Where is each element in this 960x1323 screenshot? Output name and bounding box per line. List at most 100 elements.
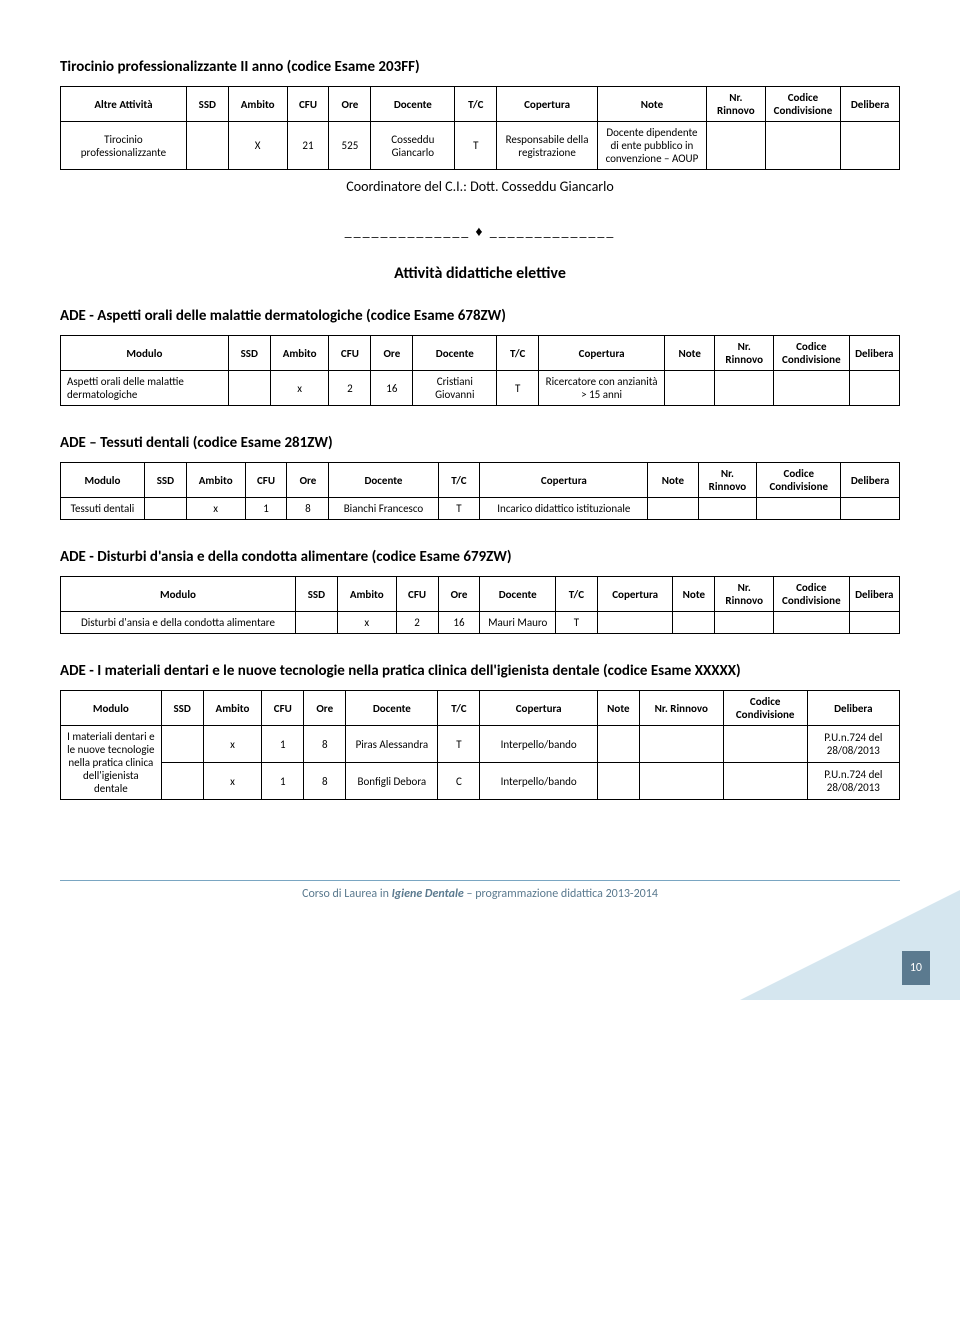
cell-docente: Bonfigli Debora <box>346 763 438 800</box>
cell-rinnovo <box>715 612 774 634</box>
cell-cfu: 21 <box>287 122 329 170</box>
th-modulo: Modulo <box>61 577 296 612</box>
cell-modulo: Tirocinio professionalizzante <box>61 122 187 170</box>
section5-title: ADE - I materiali dentari e le nuove tec… <box>60 662 900 680</box>
th-ssd: SSD <box>295 577 337 612</box>
th-cfu: CFU <box>287 87 329 122</box>
cell-ore: 8 <box>304 726 346 763</box>
cell-delibera <box>841 498 900 520</box>
cell-copertura <box>597 612 673 634</box>
th-delibera: Delibera <box>841 87 900 122</box>
cell-docente: Mauri Mauro <box>480 612 556 634</box>
cell-rinnovo <box>706 122 765 170</box>
footer-rule <box>60 880 900 881</box>
cell-condivisione <box>757 498 841 520</box>
cell-ore: 525 <box>329 122 371 170</box>
th-rinnovo: Nr. Rinnovo <box>715 336 774 371</box>
th-cfu: CFU <box>245 463 287 498</box>
coordinator-line: Coordinatore del C.I.: Dott. Cosseddu Gi… <box>60 178 900 195</box>
cell-copertura: Interpello/bando <box>480 763 597 800</box>
section2-title: ADE - Aspetti orali delle malattie derma… <box>60 307 900 325</box>
th-ssd: SSD <box>144 463 186 498</box>
th-copertura: Copertura <box>597 577 673 612</box>
cell-tc: T <box>438 498 480 520</box>
th-cfu: CFU <box>262 691 304 726</box>
th-ore: Ore <box>371 336 413 371</box>
cell-ambito: x <box>270 371 329 406</box>
th-delibera: Delibera <box>849 336 899 371</box>
th-rinnovo: Nr. Rinnovo <box>715 577 774 612</box>
th-docente: Docente <box>413 336 497 371</box>
cell-rinnovo <box>715 371 774 406</box>
th-ssd: SSD <box>161 691 203 726</box>
cell-docente: Bianchi Francesco <box>329 498 438 520</box>
cell-modulo: Tessuti dentali <box>61 498 145 520</box>
th-condivisione: Codice Condivisione <box>765 87 841 122</box>
cell-tc: T <box>497 371 539 406</box>
cell-cfu: 2 <box>396 612 438 634</box>
cell-note <box>597 763 639 800</box>
th-modulo: Modulo <box>61 463 145 498</box>
cell-cfu: 1 <box>245 498 287 520</box>
th-ssd: SSD <box>228 336 270 371</box>
cell-ore: 16 <box>371 371 413 406</box>
cell-cfu: 1 <box>262 726 304 763</box>
cell-condivisione <box>774 612 850 634</box>
cell-ssd <box>228 371 270 406</box>
section1-title: Tirocinio professionalizzante II anno (c… <box>60 58 900 76</box>
th-note: Note <box>597 87 706 122</box>
table-row: x 1 8 Bonfigli Debora C Interpello/bando… <box>61 763 900 800</box>
table-header-row: Modulo SSD Ambito CFU Ore Docente T/C Co… <box>61 463 900 498</box>
table-section3: Modulo SSD Ambito CFU Ore Docente T/C Co… <box>60 462 900 520</box>
cell-ssd <box>144 498 186 520</box>
cell-copertura: Interpello/bando <box>480 726 597 763</box>
cell-docente: Cosseddu Giancarlo <box>371 122 455 170</box>
cell-ssd <box>161 763 203 800</box>
table-row: I materiali dentari e le nuove tecnologi… <box>61 726 900 763</box>
th-docente: Docente <box>480 577 556 612</box>
cell-docente: Piras Alessandra <box>346 726 438 763</box>
table-header-row: Modulo SSD Ambito CFU Ore Docente T/C Co… <box>61 577 900 612</box>
cell-condivisione <box>774 371 850 406</box>
table-section1: Altre Attività SSD Ambito CFU Ore Docent… <box>60 86 900 170</box>
cell-cfu: 2 <box>329 371 371 406</box>
cell-note <box>597 726 639 763</box>
th-tc: T/C <box>455 87 497 122</box>
footer-course-prefix: Corso di Laurea in <box>302 887 392 901</box>
cell-condivisione <box>765 122 841 170</box>
cell-tc: C <box>438 763 480 800</box>
divider-ornament: ______________ ♦ ______________ <box>60 223 900 240</box>
table-header-row: Modulo SSD Ambito CFU Ore Docente T/C Co… <box>61 336 900 371</box>
th-altre-attivita: Altre Attività <box>61 87 187 122</box>
th-ssd: SSD <box>186 87 228 122</box>
table-section2: Modulo SSD Ambito CFU Ore Docente T/C Co… <box>60 335 900 406</box>
cell-ambito: X <box>228 122 287 170</box>
th-tc: T/C <box>438 463 480 498</box>
cell-docente: Cristiani Giovanni <box>413 371 497 406</box>
th-ambito: Ambito <box>203 691 262 726</box>
footer-course-suffix: – programmazione didattica 2013-2014 <box>464 887 658 901</box>
cell-copertura: Responsabile della registrazione <box>497 122 598 170</box>
th-note: Note <box>665 336 715 371</box>
cell-delibera <box>841 122 900 170</box>
th-ambito: Ambito <box>186 463 245 498</box>
th-condivisione: Codice Condivisione <box>774 577 850 612</box>
cell-copertura: Ricercatore con anzianità > 15 anni <box>539 371 665 406</box>
th-ore: Ore <box>287 463 329 498</box>
th-ore: Ore <box>304 691 346 726</box>
th-modulo: Modulo <box>61 691 162 726</box>
cell-modulo: I materiali dentari e le nuove tecnologi… <box>61 726 162 800</box>
table-section5: Modulo SSD Ambito CFU Ore Docente T/C Co… <box>60 690 900 800</box>
th-docente: Docente <box>346 691 438 726</box>
cell-ambito: x <box>186 498 245 520</box>
cell-ore: 8 <box>304 763 346 800</box>
section4-title: ADE - Disturbi d'ansia e della condotta … <box>60 548 900 566</box>
cell-ore: 8 <box>287 498 329 520</box>
cell-note: Docente dipendente di ente pubblico in c… <box>597 122 706 170</box>
th-rinnovo: Nr. Rinnovo <box>706 87 765 122</box>
table-row: Aspetti orali delle malattie dermatologi… <box>61 371 900 406</box>
cell-ambito: x <box>337 612 396 634</box>
th-delibera: Delibera <box>849 577 899 612</box>
cell-rinnovo <box>639 763 723 800</box>
table-header-row: Altre Attività SSD Ambito CFU Ore Docent… <box>61 87 900 122</box>
